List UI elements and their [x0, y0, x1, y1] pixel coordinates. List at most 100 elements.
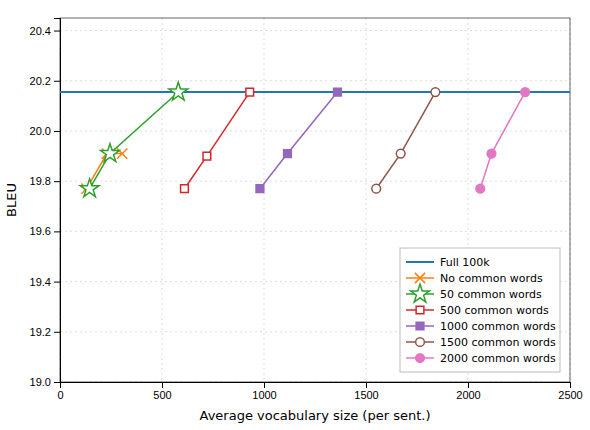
y-axis: 19.0 19.2 19.4 19.6 19.8 20.0 20.2 20.4: [30, 19, 61, 389]
point: [169, 82, 188, 100]
tick-label: 19.2: [30, 326, 51, 338]
series-line: [184, 92, 249, 189]
legend-entry: 2000 common words: [406, 352, 556, 365]
point: [101, 144, 120, 162]
tick-label: 20.0: [30, 125, 51, 137]
series-line: [376, 92, 435, 189]
series-line: [90, 92, 179, 189]
grid-line: [60, 30, 570, 31]
grid-line: [366, 18, 367, 382]
grid-line: [60, 231, 570, 232]
series-line: [480, 92, 525, 189]
tick-label: 19.6: [30, 225, 51, 237]
grid: [60, 18, 570, 382]
series-line: [260, 92, 338, 189]
reference-line: [60, 91, 570, 93]
tick: 20.0: [30, 125, 60, 137]
tick-label: 20.2: [30, 75, 51, 87]
legend-label: 50 common words: [440, 288, 542, 301]
point: [372, 184, 381, 193]
tick: 19.8: [30, 175, 60, 187]
x-axis-title: Average vocabulary size (per sent.): [200, 408, 431, 423]
chart: 0 500 1000 1500 2000 2500 19.0 19.2 19.4 19.6 19.8…: [0, 0, 590, 430]
tick: 20.4: [30, 25, 60, 37]
point: [246, 88, 254, 96]
tick-mark: [54, 231, 60, 232]
tick-mark: [54, 81, 60, 82]
legend: Full 100k No common words 50 common words 5…: [400, 248, 560, 372]
point: [431, 88, 440, 97]
tick-label: 1000: [252, 389, 276, 401]
legend-entry: 1000 common words: [406, 320, 556, 333]
point: [256, 185, 264, 193]
plot-frame: [60, 18, 570, 382]
tick: 20.2: [30, 75, 60, 87]
tick: 1500: [354, 382, 378, 401]
legend-marker: [416, 338, 425, 347]
tick-mark: [54, 382, 60, 383]
legend-label: 500 common words: [440, 304, 549, 317]
grid-line: [60, 80, 570, 81]
legend-entry: No common words: [406, 272, 543, 285]
tick-mark: [54, 181, 60, 182]
tick-mark: [264, 382, 265, 388]
tick: 1000: [252, 382, 276, 401]
tick-mark: [468, 382, 469, 388]
legend-label: 1500 common words: [440, 336, 556, 349]
tick-mark: [162, 382, 163, 388]
point: [181, 185, 189, 193]
tick: 19.6: [30, 225, 60, 237]
point: [476, 184, 485, 193]
legend-entry: 500 common words: [406, 304, 549, 317]
tick-label: 0: [57, 389, 63, 401]
legend-label: 2000 common words: [440, 352, 556, 365]
grid-line: [162, 18, 163, 382]
legend-entry: 1500 common words: [406, 336, 556, 349]
tick-label: 19.4: [30, 276, 51, 288]
point: [487, 149, 496, 158]
tick-label: 19.8: [30, 175, 51, 187]
point: [80, 179, 99, 197]
point: [521, 88, 530, 97]
tick: 0: [57, 382, 63, 401]
tick-label: 20.4: [30, 25, 51, 37]
tick-mark: [570, 382, 571, 388]
tick-mark: [54, 31, 60, 32]
tick-label: 19.0: [30, 376, 51, 388]
plot-area: 0 500 1000 1500 2000 2500 19.0 19.2 19.4 19.6 19.8…: [30, 18, 583, 401]
point: [396, 149, 405, 158]
x-axis: 0 500 1000 1500 2000 2500: [57, 382, 582, 401]
tick-mark: [366, 382, 367, 388]
grid-line: [264, 18, 265, 382]
tick-label: 2000: [456, 389, 480, 401]
point: [334, 88, 342, 96]
y-axis-title: BLEU: [4, 183, 19, 217]
tick-label: 1500: [354, 389, 378, 401]
legend-marker: [416, 322, 424, 330]
legend-marker: [416, 306, 424, 314]
tick: 2500: [558, 382, 582, 401]
tick-mark: [54, 131, 60, 132]
legend-label: No common words: [440, 272, 543, 285]
point: [284, 150, 292, 158]
legend-label: 1000 common words: [440, 320, 556, 333]
tick: 500: [153, 382, 171, 401]
tick: 2000: [456, 382, 480, 401]
tick: 19.2: [30, 326, 60, 338]
legend-entry: Full 100k: [406, 256, 490, 269]
tick-label: 2500: [558, 389, 582, 401]
axis-line: [61, 383, 571, 389]
legend-marker: [416, 354, 425, 363]
legend-entry: 50 common words: [406, 284, 542, 302]
legend-marker: [411, 284, 430, 302]
legend-label: Full 100k: [440, 256, 490, 269]
marks: [60, 82, 570, 197]
tick: 19.4: [30, 276, 60, 288]
tick-label: 500: [153, 389, 171, 401]
tick-mark: [54, 332, 60, 333]
point: [203, 152, 211, 160]
grid-line: [60, 181, 570, 182]
axis-line: [54, 19, 61, 383]
legend-box: [400, 248, 560, 372]
tick-mark: [54, 282, 60, 283]
